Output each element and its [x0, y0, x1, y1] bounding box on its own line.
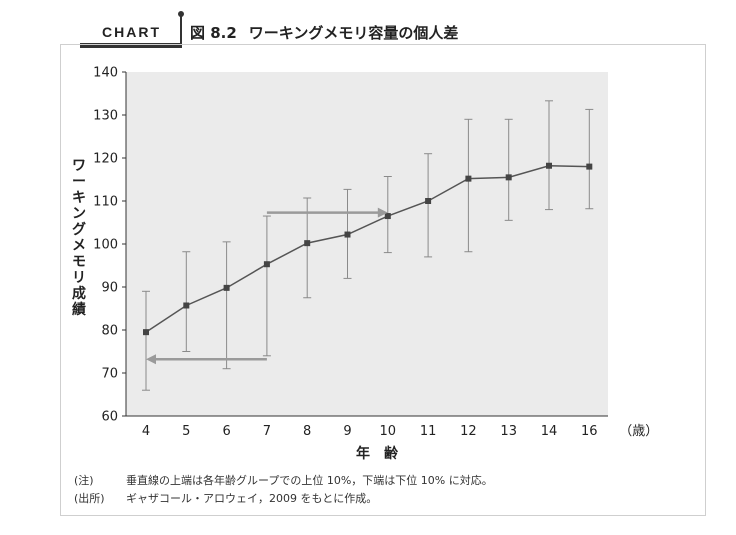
- data-point: [223, 284, 230, 291]
- x-tick-label: 5: [182, 424, 190, 439]
- y-tick-label: 140: [93, 66, 118, 81]
- source-label: (出所): [74, 492, 105, 505]
- x-tick-label: 8: [303, 424, 311, 439]
- x-tick-label: 11: [420, 424, 437, 439]
- x-tick-label: 14: [541, 424, 558, 439]
- data-point: [384, 213, 391, 220]
- series-line: [145, 164, 590, 333]
- x-unit-label: （歳）: [619, 424, 658, 439]
- source-text: ギャザコール・アロウェイ，2009 をもとに作成。: [126, 492, 378, 505]
- data-point: [586, 163, 593, 170]
- tag-divider: [180, 14, 182, 48]
- annotation-arrow-head: [377, 207, 388, 218]
- figure-title: 図 8.2 ワーキングメモリ容量の個人差: [190, 22, 458, 43]
- x-tick-label: 6: [222, 424, 230, 439]
- data-point: [263, 261, 270, 268]
- figure-frame: [60, 44, 706, 516]
- x-tick-label: 13: [500, 424, 517, 439]
- figure-title-text: ワーキングメモリ容量の個人差: [248, 24, 459, 42]
- y-tick-label: 120: [93, 152, 118, 167]
- x-axis-label: 年 齢: [356, 445, 399, 462]
- tag-underline: [80, 43, 180, 48]
- y-tick-label: 90: [101, 281, 118, 296]
- annotation-arrow-head: [146, 354, 156, 365]
- y-tick-label: 110: [93, 195, 118, 210]
- x-tick-label: 12: [460, 424, 477, 439]
- plot-area: [126, 72, 608, 416]
- data-point: [344, 231, 351, 238]
- x-tick-label: 7: [263, 424, 271, 439]
- figure-notes: (注) 垂直線の上端は各年齢グループでの上位 10%，下端は下位 10% に対応。…: [74, 472, 493, 508]
- source-line: (出所) ギャザコール・アロウェイ，2009 をもとに作成。: [74, 490, 493, 508]
- y-tick-label: 130: [93, 109, 118, 124]
- data-point: [183, 302, 190, 309]
- chart-tag: CHART: [102, 24, 161, 40]
- tag-dot: [178, 11, 184, 17]
- note-line: (注) 垂直線の上端は各年齢グループでの上位 10%，下端は下位 10% に対応。: [74, 472, 493, 490]
- data-point: [505, 174, 512, 181]
- x-tick-label: 16: [581, 424, 598, 439]
- y-axis-label: ワーキングメモリ成績: [72, 158, 86, 318]
- figure-number: 図 8.2: [190, 24, 237, 42]
- figure-header: CHART 図 8.2 ワーキングメモリ容量の個人差: [70, 11, 710, 48]
- y-tick-label: 60: [101, 410, 118, 425]
- data-point: [304, 240, 311, 247]
- data-point: [546, 162, 552, 169]
- y-tick-label: 100: [93, 238, 118, 253]
- data-point: [465, 175, 472, 182]
- y-tick-label: 70: [101, 367, 118, 382]
- data-point: [425, 198, 432, 204]
- x-tick-label: 9: [343, 424, 351, 439]
- data-point: [143, 329, 149, 336]
- x-tick-label: 4: [142, 424, 150, 439]
- note-text: 垂直線の上端は各年齢グループでの上位 10%，下端は下位 10% に対応。: [126, 474, 493, 487]
- x-tick-label: 10: [380, 424, 397, 439]
- y-tick-label: 80: [101, 324, 118, 339]
- note-label: (注): [74, 474, 94, 487]
